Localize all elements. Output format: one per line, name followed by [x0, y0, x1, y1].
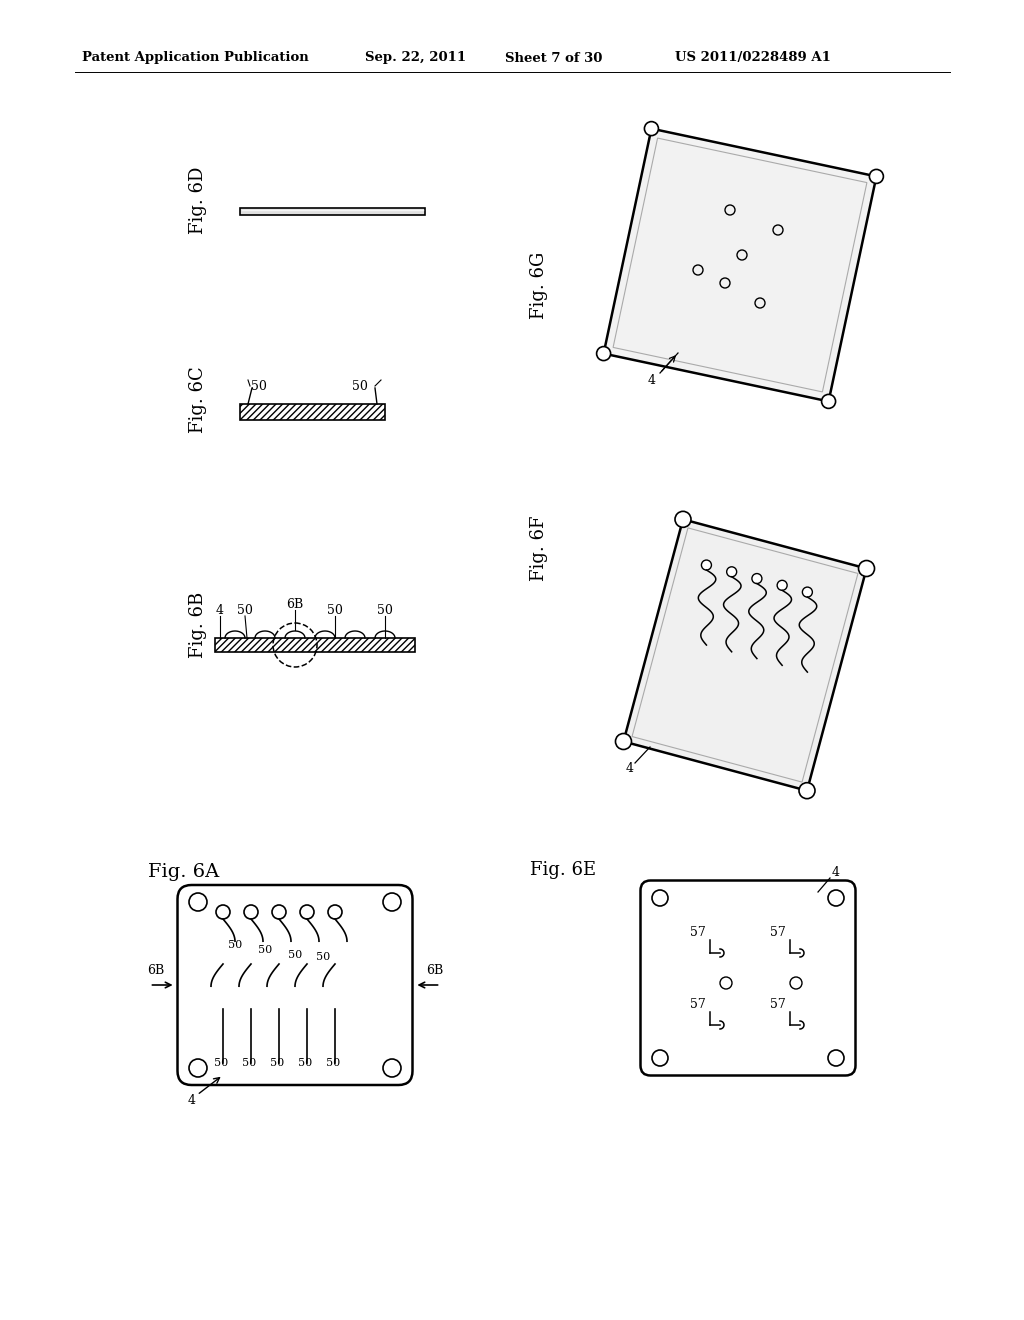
Circle shape	[828, 890, 844, 906]
Bar	[240, 404, 385, 420]
Text: 6B: 6B	[146, 965, 164, 978]
Circle shape	[272, 906, 286, 919]
Bar	[240, 209, 425, 215]
Text: 50: 50	[377, 603, 393, 616]
Polygon shape	[603, 128, 877, 401]
Text: 4: 4	[626, 763, 634, 776]
Text: Fig. 6C: Fig. 6C	[189, 367, 207, 433]
Circle shape	[828, 1049, 844, 1067]
Circle shape	[675, 511, 691, 527]
Text: 50: 50	[251, 380, 267, 392]
Text: 50: 50	[327, 603, 343, 616]
Circle shape	[752, 574, 762, 583]
Text: 50: 50	[298, 1059, 312, 1068]
Circle shape	[858, 561, 874, 577]
Circle shape	[701, 560, 712, 570]
Circle shape	[383, 1059, 401, 1077]
Circle shape	[328, 906, 342, 919]
Text: Sheet 7 of 30: Sheet 7 of 30	[505, 51, 602, 65]
Circle shape	[869, 169, 884, 183]
Text: 50: 50	[326, 1059, 340, 1068]
Text: 57: 57	[770, 927, 785, 940]
Text: 50: 50	[270, 1059, 284, 1068]
Text: Patent Application Publication: Patent Application Publication	[82, 51, 309, 65]
Circle shape	[652, 890, 668, 906]
Text: 57: 57	[770, 998, 785, 1011]
Circle shape	[383, 894, 401, 911]
Circle shape	[216, 906, 230, 919]
Text: 6B: 6B	[287, 598, 304, 610]
Circle shape	[244, 906, 258, 919]
Circle shape	[597, 347, 610, 360]
Text: 50: 50	[288, 950, 302, 960]
Circle shape	[652, 1049, 668, 1067]
Text: 50: 50	[228, 940, 242, 950]
Text: 50: 50	[352, 380, 368, 392]
Circle shape	[300, 906, 314, 919]
Bar	[215, 638, 415, 652]
Text: 50: 50	[238, 603, 253, 616]
Circle shape	[615, 734, 632, 750]
Circle shape	[803, 587, 812, 597]
Text: US 2011/0228489 A1: US 2011/0228489 A1	[675, 51, 830, 65]
Text: Sep. 22, 2011: Sep. 22, 2011	[365, 51, 466, 65]
Text: 4: 4	[188, 1094, 196, 1107]
FancyBboxPatch shape	[640, 880, 855, 1076]
Circle shape	[799, 783, 815, 799]
Text: 57: 57	[690, 998, 706, 1011]
Text: 50: 50	[242, 1059, 256, 1068]
Text: 50: 50	[315, 952, 330, 962]
Circle shape	[727, 566, 736, 577]
Text: 4: 4	[831, 866, 840, 879]
Text: Fig. 6D: Fig. 6D	[189, 166, 207, 234]
Text: 6B: 6B	[426, 965, 443, 978]
Circle shape	[777, 581, 787, 590]
Text: Fig. 6F: Fig. 6F	[530, 515, 548, 581]
Circle shape	[644, 121, 658, 136]
Text: Fig. 6B: Fig. 6B	[189, 591, 207, 659]
Circle shape	[189, 894, 207, 911]
Text: Fig. 6G: Fig. 6G	[530, 251, 548, 318]
Text: 57: 57	[690, 927, 706, 940]
Polygon shape	[624, 519, 866, 791]
Text: 4: 4	[216, 603, 224, 616]
Circle shape	[821, 395, 836, 408]
Text: 4: 4	[648, 375, 656, 388]
Circle shape	[189, 1059, 207, 1077]
FancyBboxPatch shape	[177, 884, 413, 1085]
Text: 50: 50	[214, 1059, 228, 1068]
Text: Fig. 6A: Fig. 6A	[148, 863, 219, 880]
Text: 50: 50	[258, 945, 272, 954]
Text: Fig. 6E: Fig. 6E	[530, 861, 596, 879]
